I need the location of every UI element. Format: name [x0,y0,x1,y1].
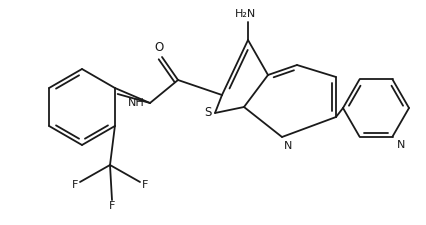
Text: F: F [142,180,148,190]
Text: NH: NH [128,98,145,108]
Text: S: S [204,106,212,119]
Text: N: N [397,140,405,150]
Text: O: O [154,41,164,54]
Text: N: N [284,141,292,151]
Text: F: F [109,201,115,211]
Text: H₂N: H₂N [236,9,256,19]
Text: F: F [72,180,78,190]
